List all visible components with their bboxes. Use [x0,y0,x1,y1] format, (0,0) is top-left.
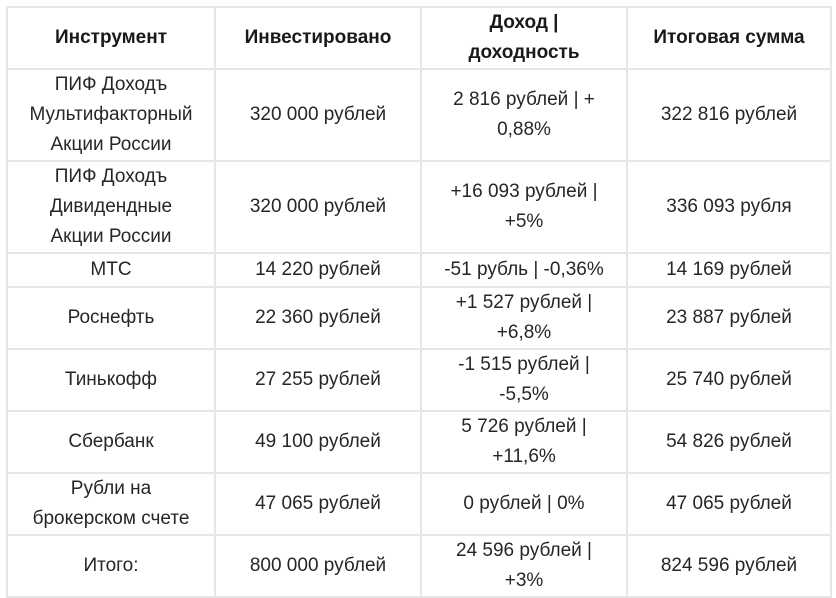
income-line: +1 527 рублей | [455,292,593,313]
instrument-cell: Тинькофф [6,348,216,412]
instrument-line: Мультифакторный [29,104,193,125]
income-line: +16 093 рублей | [450,181,598,202]
invested-cell: 27 255 рублей [214,348,422,412]
instrument-cell: Итого: [6,534,216,598]
instrument-line: ПИФ Доходъ [54,74,168,95]
table-row: Рубли на брокерском счете 47 065 рублей … [6,472,832,536]
table-row: ПИФ Доходъ Мультифакторный Акции России … [6,68,832,162]
table-row: ПИФ Доходъ Дивидендные Акции России 320 … [6,160,832,254]
instrument-cell: ПИФ Доходъ Дивидендные Акции России [6,160,216,254]
income-line: +5% [504,211,544,232]
table-row: Роснефть 22 360 рублей +1 527 рублей | +… [6,286,832,350]
invested-cell: 47 065 рублей [214,472,422,536]
income-line: 24 596 рублей | [456,540,592,561]
invested-cell: 49 100 рублей [214,410,422,474]
total-cell: 336 093 рубля [626,160,832,254]
income-line: 2 816 рублей | + [453,89,595,110]
total-row: Итого: 800 000 рублей 24 596 рублей | +3… [6,534,832,598]
income-cell: 24 596 рублей | +3% [420,534,628,598]
income-cell: -1 515 рублей | -5,5% [420,348,628,412]
header-income: Доход | доходность [420,6,628,70]
table-row: Тинькофф 27 255 рублей -1 515 рублей | -… [6,348,832,412]
income-cell: 0 рублей | 0% [420,472,628,536]
instrument-line: ПИФ Доходъ [54,166,168,187]
total-cell: 25 740 рублей [626,348,832,412]
instrument-line: Дивидендные [49,196,173,217]
instrument-cell: МТС [6,252,216,288]
instrument-line: Рубли на [70,478,152,499]
table-body: ПИФ Доходъ Мультифакторный Акции России … [6,68,832,598]
income-cell: 5 726 рублей | +11,6% [420,410,628,474]
income-line: -5,5% [499,384,549,405]
income-line: -1 515 рублей | [458,354,590,375]
income-line: +3% [504,570,544,591]
invested-cell: 320 000 рублей [214,68,422,162]
income-cell: 2 816 рублей | + 0,88% [420,68,628,162]
instrument-line: Акции России [50,134,172,155]
header-instrument: Инструмент [6,6,216,70]
page: Инструмент Инвестировано Доход | доходно… [6,6,832,598]
instrument-line: Акции России [50,226,172,247]
total-cell: 322 816 рублей [626,68,832,162]
table-row: МТС 14 220 рублей -51 рубль | -0,36% 14 … [6,252,832,288]
income-cell: +1 527 рублей | +6,8% [420,286,628,350]
total-cell: 14 169 рублей [626,252,832,288]
instrument-cell: Роснефть [6,286,216,350]
income-line: +11,6% [492,446,556,467]
table-header: Инструмент Инвестировано Доход | доходно… [6,6,832,70]
investment-table: Инструмент Инвестировано Доход | доходно… [6,6,832,598]
invested-cell: 320 000 рублей [214,160,422,254]
header-total: Итоговая сумма [626,6,832,70]
invested-cell: 22 360 рублей [214,286,422,350]
instrument-cell: ПИФ Доходъ Мультифакторный Акции России [6,68,216,162]
instrument-line: брокерском счете [32,508,190,529]
income-cell: +16 093 рублей | +5% [420,160,628,254]
table-row: Сбербанк 49 100 рублей 5 726 рублей | +1… [6,410,832,474]
header-invested: Инвестировано [214,6,422,70]
income-cell: -51 рубль | -0,36% [420,252,628,288]
total-cell: 54 826 рублей [626,410,832,474]
invested-cell: 800 000 рублей [214,534,422,598]
total-cell: 23 887 рублей [626,286,832,350]
total-cell: 47 065 рублей [626,472,832,536]
income-line: 0,88% [497,119,551,140]
invested-cell: 14 220 рублей [214,252,422,288]
income-line: 5 726 рублей | [461,416,587,437]
header-row: Инструмент Инвестировано Доход | доходно… [6,6,832,70]
income-line: +6,8% [496,322,552,343]
instrument-cell: Сбербанк [6,410,216,474]
instrument-cell: Рубли на брокерском счете [6,472,216,536]
total-cell: 824 596 рублей [626,534,832,598]
